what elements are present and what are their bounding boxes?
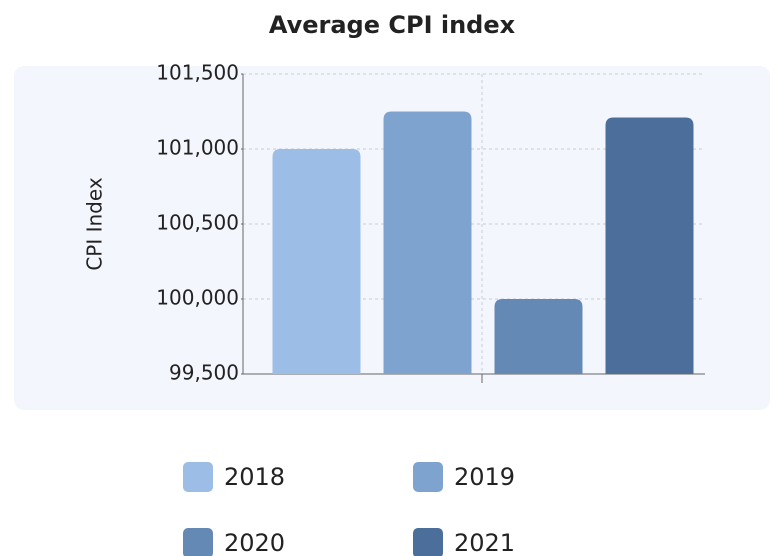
chart-title: Average CPI index bbox=[269, 11, 516, 39]
legend-swatch bbox=[183, 462, 213, 492]
bar bbox=[383, 111, 472, 374]
bar bbox=[272, 149, 361, 374]
legend-swatch bbox=[413, 528, 443, 556]
bar bbox=[605, 117, 694, 374]
y-axis-label: CPI Index bbox=[83, 177, 107, 271]
y-tick-label: 100,500 bbox=[156, 211, 239, 235]
legend-swatch bbox=[413, 462, 443, 492]
legend-label: 2020 bbox=[224, 529, 285, 556]
bar bbox=[494, 299, 583, 374]
y-tick-label: 99,500 bbox=[169, 361, 239, 385]
legend-label: 2018 bbox=[224, 463, 285, 491]
y-tick-label: 101,000 bbox=[156, 136, 239, 160]
legend-label: 2021 bbox=[454, 529, 515, 556]
legend-label: 2019 bbox=[454, 463, 515, 491]
y-tick-label: 101,500 bbox=[156, 61, 239, 85]
y-tick-label: 100,000 bbox=[156, 286, 239, 310]
legend-swatch bbox=[183, 528, 213, 556]
